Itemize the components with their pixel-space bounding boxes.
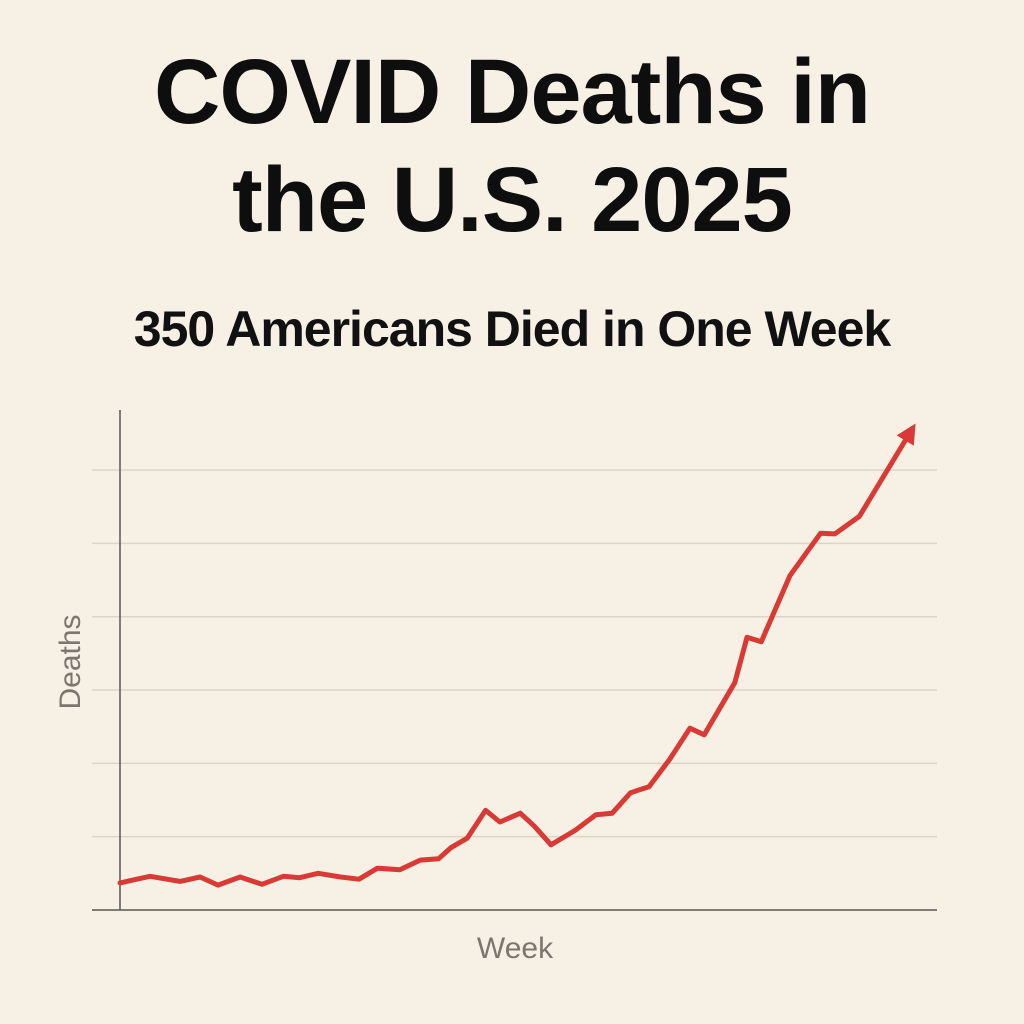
y-axis-label: Deaths [54,614,87,709]
data-line [117,423,916,888]
chart-subtitle: 350 Americans Died in One Week [133,301,891,357]
x-axis-label: Week [477,932,554,965]
chart-title: COVID Deaths in the U.S. 2025 [153,41,871,251]
